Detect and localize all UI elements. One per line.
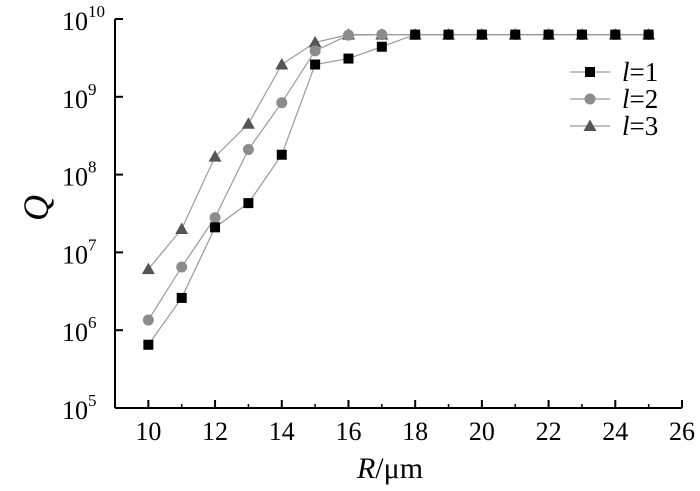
x-tick-label: 18 — [402, 417, 428, 446]
legend-label-rest: =2 — [630, 84, 659, 114]
series-line — [147, 34, 649, 270]
data-point — [143, 339, 154, 350]
data-point — [543, 29, 554, 40]
data-point — [209, 212, 221, 224]
data-point — [241, 117, 255, 129]
y-axis-label: Q — [16, 195, 56, 221]
y-tick-base: 10 — [62, 85, 88, 114]
series-1 — [143, 29, 654, 350]
legend-item: l=2 — [570, 84, 658, 114]
data-point — [610, 29, 621, 40]
y-tick-label: 1010 — [62, 2, 105, 36]
data-point — [342, 29, 354, 41]
data-point — [343, 53, 354, 64]
x-axis-label-unit: /μm — [375, 452, 423, 485]
legend-label-rest: =3 — [630, 111, 659, 141]
y-tick-base: 10 — [62, 163, 88, 192]
legend: l=1l=2l=3 — [570, 57, 658, 141]
x-axis-label: R/μm — [356, 452, 423, 485]
legend-label: l=1 — [622, 57, 658, 87]
y-tick-exponent: 9 — [88, 80, 97, 99]
data-point — [510, 29, 521, 40]
data-point — [208, 150, 222, 162]
y-tick-exponent: 6 — [88, 313, 97, 332]
legend-label-var: l — [622, 84, 630, 114]
y-tick-base: 10 — [62, 240, 88, 269]
y-tick-label: 108 — [62, 158, 97, 192]
data-point — [141, 262, 155, 275]
x-tick-label: 12 — [202, 417, 228, 446]
data-point — [243, 198, 254, 209]
x-tick-label: 26 — [669, 417, 695, 446]
data-point — [376, 41, 387, 52]
x-tick-label: 20 — [469, 417, 495, 446]
y-tick-base: 10 — [62, 7, 88, 36]
series-line — [147, 34, 649, 346]
legend-marker — [584, 93, 596, 105]
data-point — [309, 45, 321, 57]
legend-label: l=2 — [622, 84, 658, 114]
data-point — [308, 35, 322, 48]
legend-marker — [583, 119, 597, 131]
y-tick-exponent: 5 — [88, 391, 97, 410]
series-3 — [141, 28, 656, 275]
data-point — [576, 29, 587, 40]
y-tick-label: 106 — [62, 313, 97, 347]
data-point — [175, 222, 189, 234]
y-tick-exponent: 8 — [88, 158, 97, 177]
data-point — [142, 314, 154, 326]
y-tick-exponent: 7 — [88, 235, 97, 254]
legend-label-var: l — [622, 57, 630, 87]
legend-marker — [585, 67, 595, 77]
x-tick-label: 22 — [536, 417, 562, 446]
data-point — [176, 292, 187, 303]
data-point — [276, 97, 288, 109]
data-point — [310, 59, 321, 70]
x-tick-label: 16 — [335, 417, 361, 446]
y-tick-label: 107 — [62, 235, 97, 269]
legend-label-var: l — [622, 111, 630, 141]
legend-item: l=1 — [570, 57, 658, 87]
data-point — [443, 29, 454, 40]
data-point — [476, 29, 487, 40]
data-point — [276, 149, 287, 160]
data-point — [210, 222, 221, 233]
legend-label-rest: =1 — [630, 57, 659, 87]
y-tick-label: 105 — [62, 391, 97, 425]
series-line — [147, 34, 649, 321]
x-axis-label-var: R — [356, 452, 375, 485]
series-2 — [142, 29, 655, 326]
data-point — [275, 58, 289, 70]
x-tick-label: 10 — [135, 417, 161, 446]
x-tick-label: 14 — [269, 417, 295, 446]
data-point — [376, 29, 388, 41]
x-tick-label: 24 — [602, 417, 628, 446]
legend-item: l=3 — [570, 111, 658, 141]
y-tick-base: 10 — [62, 318, 88, 347]
data-point — [643, 29, 654, 40]
data-point — [242, 144, 254, 156]
data-point — [410, 29, 421, 40]
y-tick-exponent: 10 — [88, 2, 105, 21]
y-tick-label: 109 — [62, 80, 97, 114]
y-tick-base: 10 — [62, 396, 88, 425]
data-point — [176, 261, 188, 273]
legend-label: l=3 — [622, 111, 658, 141]
series-layer — [141, 28, 656, 350]
